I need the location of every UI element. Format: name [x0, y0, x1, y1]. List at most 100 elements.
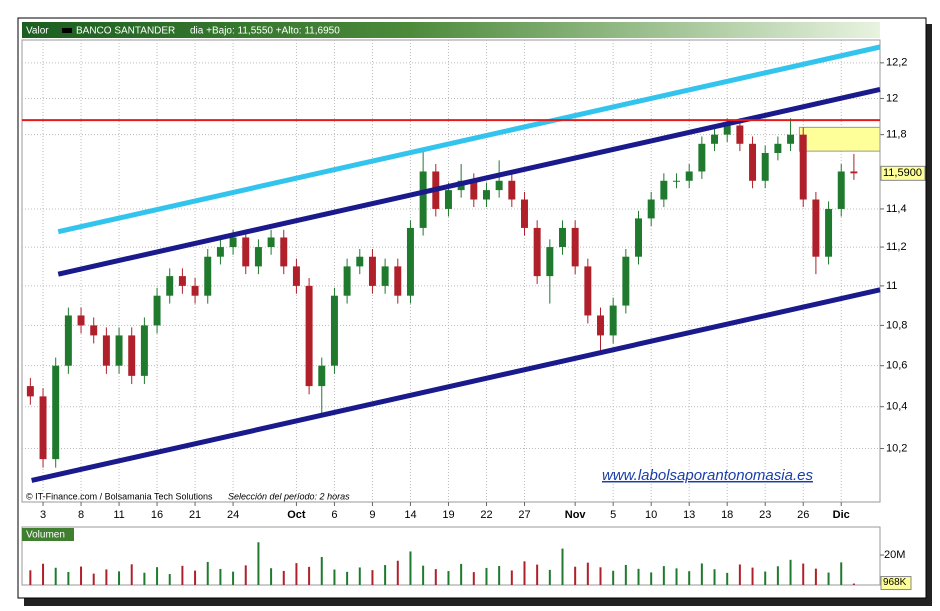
- volume-bar: [498, 565, 501, 585]
- x-tick-label: 23: [759, 509, 771, 521]
- y-tick-label: 10,8: [886, 319, 907, 331]
- candle-body: [229, 237, 237, 248]
- volume-bar: [219, 568, 222, 585]
- candle-body: [673, 180, 681, 182]
- candle-body: [216, 247, 224, 257]
- x-tick-label: 24: [227, 509, 239, 521]
- last-volume-label: 968K: [883, 577, 907, 588]
- volume-area: [21, 526, 881, 586]
- candle-body: [761, 152, 769, 181]
- y-tick-label: 12: [886, 92, 898, 104]
- last-price-label: 11,5900: [883, 167, 922, 179]
- volume-bar: [802, 563, 805, 585]
- candle-body: [660, 180, 668, 200]
- candle-body: [837, 171, 845, 209]
- x-tick-label: Dic: [833, 509, 850, 521]
- volume-bar: [80, 566, 83, 585]
- volume-label-box: [22, 528, 74, 541]
- candle-body: [305, 285, 313, 387]
- volume-bar: [54, 567, 57, 585]
- x-tick-label: Oct: [287, 509, 306, 521]
- x-tick-label: 26: [797, 509, 809, 521]
- volume-bar: [346, 571, 349, 585]
- candle-body: [242, 237, 250, 267]
- volume-bar: [156, 567, 159, 585]
- volume-bar: [118, 571, 121, 585]
- y-tick-label: 11,8: [886, 129, 907, 141]
- candle-body: [799, 134, 807, 200]
- candle-body: [381, 266, 389, 286]
- candle-body: [52, 365, 60, 460]
- candle-body: [292, 266, 300, 286]
- volume-bar: [510, 570, 513, 585]
- volume-bar: [270, 568, 273, 585]
- candle-body: [609, 305, 617, 336]
- x-tick-label: 9: [369, 509, 375, 521]
- candle-body: [533, 227, 541, 277]
- volume-bar: [523, 561, 526, 585]
- volume-bar: [308, 566, 311, 585]
- x-tick-label: 16: [151, 509, 163, 521]
- candle-body: [204, 256, 212, 296]
- volume-bar: [434, 569, 437, 585]
- x-tick-label: 3: [40, 509, 46, 521]
- volume-bar: [42, 563, 45, 585]
- candle-body: [825, 208, 833, 257]
- volume-bar: [814, 568, 817, 585]
- volume-bar: [776, 566, 779, 585]
- candle-body: [470, 180, 478, 200]
- candle-body: [787, 134, 795, 144]
- candle-body: [280, 237, 288, 267]
- volume-bar: [105, 569, 108, 585]
- candle-body: [178, 276, 186, 286]
- volume-bar: [447, 571, 450, 585]
- volume-bar: [295, 563, 298, 585]
- y-tick-label: 10,6: [886, 360, 907, 372]
- zone: [798, 126, 881, 152]
- candle-body: [343, 266, 351, 296]
- candle-body: [90, 325, 98, 336]
- candle-body: [482, 190, 490, 200]
- candle-body: [140, 325, 148, 376]
- y-tick-label: 10,2: [886, 442, 907, 454]
- x-tick-label: 11: [113, 509, 124, 521]
- candle-body: [597, 315, 604, 336]
- volume-bar: [232, 571, 235, 585]
- candle-body: [254, 247, 262, 267]
- volume-bar: [168, 574, 171, 585]
- header-range: dia +Bajo: 11,5550 +Alto: 11,6950: [190, 26, 340, 37]
- volume-bar: [422, 565, 425, 585]
- volume-bar: [409, 551, 412, 585]
- candle-body: [698, 143, 706, 172]
- x-tick-label: 6: [331, 509, 337, 521]
- x-tick-label: 10: [645, 509, 657, 521]
- candle-body: [115, 335, 123, 366]
- volume-bar: [333, 569, 336, 585]
- volume-bar: [29, 570, 32, 585]
- plot-area: [21, 39, 881, 503]
- candle-body: [330, 295, 338, 366]
- volume-label: Volumen: [26, 530, 65, 541]
- x-tick-label: 21: [189, 509, 201, 521]
- volume-bar: [485, 567, 488, 585]
- volume-bar: [371, 570, 374, 585]
- volume-bar: [586, 562, 589, 585]
- candle-body: [495, 180, 503, 191]
- last-volume-box: [880, 576, 912, 591]
- candle-body: [685, 171, 693, 181]
- y-tick-label: 10,4: [886, 401, 907, 413]
- volume-bar: [181, 565, 184, 585]
- header-label: Valor: [26, 26, 49, 37]
- candle-body: [77, 315, 85, 326]
- candle-body: [191, 285, 199, 296]
- candle-body: [166, 276, 174, 296]
- period: Selección del período: 2 horas: [228, 491, 350, 501]
- x-tick-label: 19: [442, 509, 454, 521]
- volume-bar: [320, 556, 323, 585]
- candle-body: [368, 256, 376, 286]
- volume-tick-label: 20M: [884, 549, 905, 561]
- candle-body: [736, 125, 744, 144]
- volume-bar: [358, 567, 361, 585]
- candle-body: [774, 143, 782, 153]
